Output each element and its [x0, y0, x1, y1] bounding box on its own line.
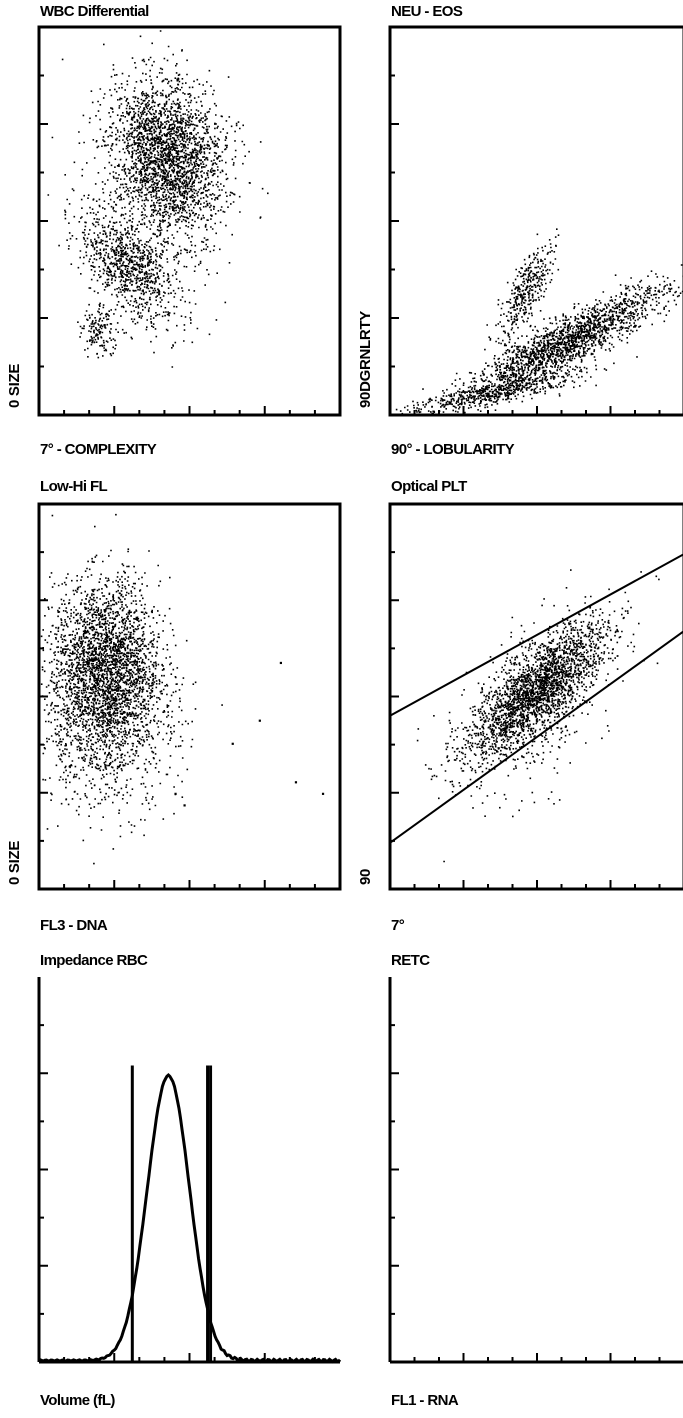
scatter-cluster — [47, 181, 227, 368]
scatter-point — [183, 804, 186, 807]
gate-line — [389, 553, 683, 717]
panel-title-low-hi-fl: Low-Hi FL — [40, 478, 108, 495]
panel-title-wbc-differential: WBC Differential — [40, 3, 149, 20]
scatter-point — [294, 781, 298, 784]
scatter-cluster — [416, 587, 659, 863]
x-axis-label-7-degree: 7° — [391, 917, 405, 934]
panel-title-neu-eos: NEU - EOS — [391, 3, 463, 20]
gate-line — [389, 630, 683, 844]
panel-title-impedance-rbc: Impedance RBC — [40, 952, 148, 969]
x-axis-label-complexity: 7° - COMPLEXITY — [40, 441, 157, 458]
plot-frame — [37, 25, 342, 417]
scatter-point — [174, 792, 177, 795]
histogram-curve — [38, 1072, 342, 1364]
panel-title-optical-plt: Optical PLT — [391, 478, 467, 495]
plot-frame — [37, 502, 342, 891]
scatter-cluster — [486, 228, 560, 357]
panel-title-retc: RETC — [391, 952, 430, 969]
x-axis-label-volume: Volume (fL) — [40, 1392, 115, 1409]
x-axis-label-fl3-dna: FL3 - DNA — [40, 917, 108, 934]
scatter-cluster — [40, 618, 197, 865]
scatter-cluster — [413, 264, 683, 413]
scatter-point — [279, 661, 282, 665]
scatter-point — [231, 742, 234, 745]
x-axis-label-fl1-rna: FL1 - RNA — [391, 1392, 459, 1409]
scatter-cluster — [40, 513, 223, 800]
scatter-cluster — [424, 569, 660, 800]
scatter-point — [321, 792, 325, 795]
x-axis-label-lobularity: 90° - LOBULARITY — [391, 441, 515, 458]
scatter-cluster — [77, 302, 124, 359]
scatter-cluster — [51, 30, 269, 321]
scatter-point — [258, 719, 261, 722]
